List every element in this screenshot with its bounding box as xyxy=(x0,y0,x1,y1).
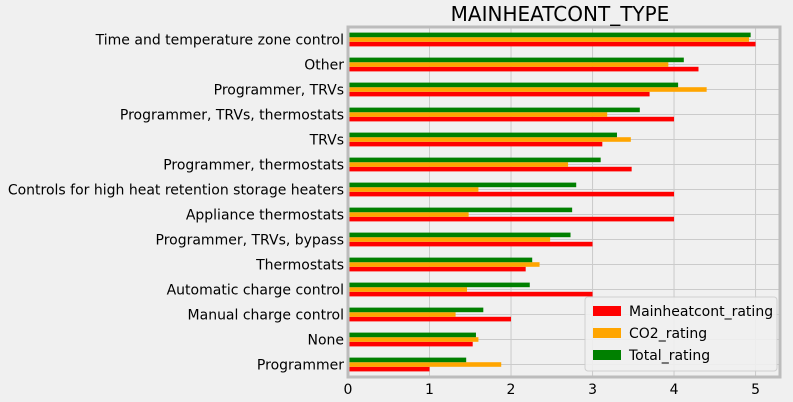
bar-co2-rating xyxy=(348,37,750,42)
legend-box xyxy=(584,296,778,372)
bar-co2-rating xyxy=(348,312,456,317)
bar-co2-rating xyxy=(348,162,569,167)
bar-co2-rating xyxy=(348,62,669,67)
bar-co2-rating xyxy=(348,87,707,92)
y-tick-label: Programmer, TRVs, thermostats xyxy=(120,108,344,124)
bar-mainheatcont-rating xyxy=(348,41,756,47)
bar-co2-rating xyxy=(348,237,551,242)
bars xyxy=(348,32,756,372)
y-tick-label: Controls for high heat retention storage… xyxy=(8,183,344,199)
y-tick-label: Programmer, TRVs xyxy=(214,83,344,99)
y-tick-label: Time and temperature zone control xyxy=(95,33,344,49)
bar-co2-rating xyxy=(348,362,502,367)
bar-total-rating xyxy=(348,182,577,188)
bar-mainheatcont-rating xyxy=(348,66,699,72)
bar-co2-rating xyxy=(348,187,479,192)
bar-total-rating xyxy=(348,332,476,338)
bar-mainheatcont-rating xyxy=(348,191,675,197)
y-tick-label: Automatic charge control xyxy=(167,283,344,299)
y-tick-label: Programmer xyxy=(257,358,344,374)
bar-total-rating xyxy=(348,157,601,163)
bar-total-rating xyxy=(348,357,467,363)
y-tick-label: Thermostats xyxy=(255,258,344,274)
bar-co2-rating xyxy=(348,337,479,342)
bar-total-rating xyxy=(348,257,533,263)
bar-mainheatcont-rating xyxy=(348,316,512,322)
y-axis-labels: Time and temperature zone control Other Pr… xyxy=(8,33,344,374)
x-tick-label: 4 xyxy=(670,382,679,398)
y-tick-label: Programmer, TRVs, bypass xyxy=(156,233,345,249)
legend-label: Total_rating xyxy=(628,348,710,364)
bar-total-rating xyxy=(348,107,640,113)
x-tick-label: 2 xyxy=(507,382,516,398)
bar-total-rating xyxy=(348,32,751,38)
y-tick-label: Programmer, thermostats xyxy=(163,158,344,174)
bar-total-rating xyxy=(348,57,684,63)
bar-total-rating xyxy=(348,82,679,88)
bar-mainheatcont-rating xyxy=(348,166,632,172)
x-tick-label: 1 xyxy=(425,382,434,398)
legend-swatch xyxy=(593,306,621,316)
bar-mainheatcont-rating xyxy=(348,141,603,147)
bar-co2-rating xyxy=(348,112,608,117)
bar-mainheatcont-rating xyxy=(348,216,675,222)
legend-swatch xyxy=(593,350,621,360)
legend: Mainheatcont_rating CO2_rating Total_ratin… xyxy=(584,296,778,372)
bar-co2-rating xyxy=(348,137,631,142)
bar-mainheatcont-rating xyxy=(348,266,526,272)
bar-co2-rating xyxy=(348,262,540,267)
y-tick-label: Manual charge control xyxy=(188,308,344,324)
bar-co2-rating xyxy=(348,287,468,292)
y-tick-label: Other xyxy=(304,58,344,74)
bar-total-rating xyxy=(348,232,571,238)
bar-total-rating xyxy=(348,132,617,138)
bar-mainheatcont-rating xyxy=(348,291,593,297)
x-axis-labels: 0 1 2 3 4 5 xyxy=(344,382,760,398)
bar-mainheatcont-rating xyxy=(348,116,675,122)
x-tick-label: 0 xyxy=(344,382,353,398)
y-tick-label: None xyxy=(307,333,344,349)
bar-total-rating xyxy=(348,307,484,313)
x-tick-label: 5 xyxy=(751,382,760,398)
bar-mainheatcont-rating xyxy=(348,341,473,347)
plot-frame xyxy=(346,25,782,379)
x-tick-label: 3 xyxy=(588,382,597,398)
y-tick-label: Appliance thermostats xyxy=(186,208,344,224)
bar-mainheatcont-rating xyxy=(348,241,593,247)
chart-title: MAINHEATCONT_TYPE xyxy=(451,2,670,26)
bar-total-rating xyxy=(348,207,573,213)
legend-label: Mainheatcont_rating xyxy=(629,304,773,320)
bar-mainheatcont-rating xyxy=(348,366,430,372)
legend-label: CO2_rating xyxy=(629,326,707,342)
bar-total-rating xyxy=(348,282,530,288)
bar-co2-rating xyxy=(348,212,469,217)
bar-mainheatcont-rating xyxy=(348,91,650,97)
legend-swatch xyxy=(593,328,621,338)
y-tick-label: TRVs xyxy=(309,133,344,149)
